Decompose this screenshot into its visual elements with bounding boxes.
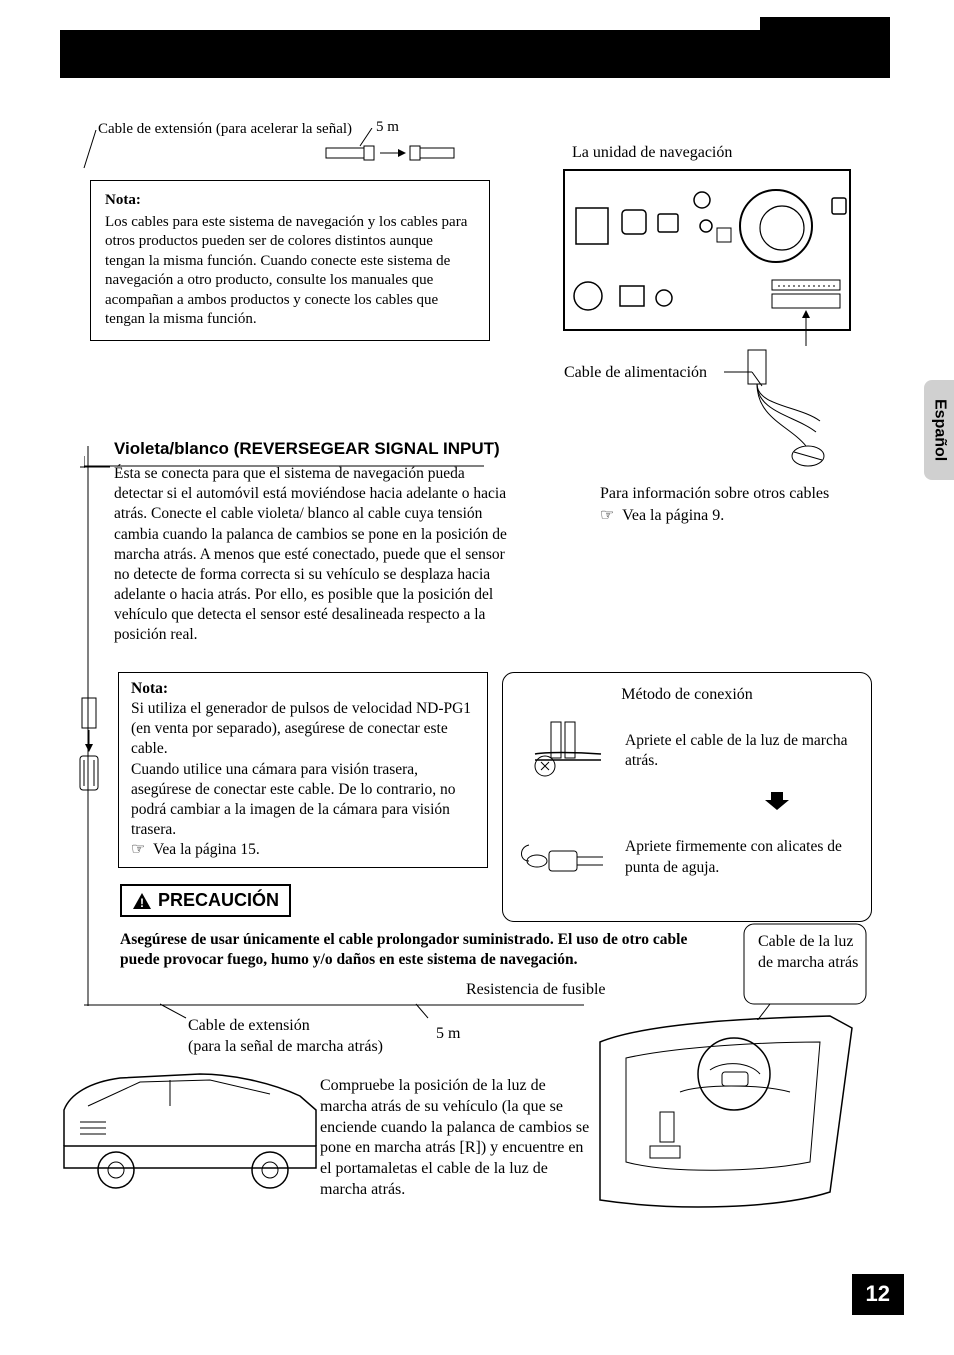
method-step2-diagram <box>515 823 605 893</box>
connector-diagram <box>320 142 460 164</box>
page-number: 12 <box>852 1274 904 1315</box>
guide-line <box>84 1002 584 1008</box>
method-title: Método de conexión <box>515 685 859 706</box>
svg-text:!: ! <box>140 896 144 910</box>
ext-cable-label: Cable de extensión (para acelerar la señ… <box>98 120 352 140</box>
violet-section: Violeta/blanco (REVERSEGEAR SIGNAL INPUT… <box>86 438 516 645</box>
header-accent <box>760 17 890 30</box>
navigation-unit-diagram <box>562 168 852 348</box>
nota2-p1: Si utiliza el generador de pulsos de vel… <box>131 699 475 759</box>
trunk-detail-diagram <box>560 1012 860 1242</box>
nav-unit-label: La unidad de navegación <box>572 143 732 164</box>
nota2-p2: Cuando utilice una cámara para visión tr… <box>131 760 475 841</box>
nota-title: Nota: <box>105 191 475 211</box>
car-diagram <box>60 1052 320 1192</box>
method-step1-text: Apriete el cable de la luz de marcha atr… <box>625 731 859 771</box>
method-step1-diagram <box>515 716 605 786</box>
see-page-9: ☞ Vea la página 9. <box>600 506 724 527</box>
other-cables-label: Para información sobre otros cables <box>600 484 829 505</box>
pointer-icon: ☞ <box>600 507 614 524</box>
check-position-text: Compruebe la posición de la luz de march… <box>320 1076 590 1201</box>
language-tab: Español <box>924 380 954 480</box>
nota-box-2: Nota: Si utiliza el generador de pulsos … <box>118 672 488 868</box>
precaution-label: PRECAUCIÓN <box>158 889 279 912</box>
header-rule <box>84 444 494 468</box>
callout-line <box>82 130 98 170</box>
header-bar <box>60 30 890 78</box>
warning-icon: ! <box>132 892 152 910</box>
see-page-text: Vea la página 15. <box>153 841 260 858</box>
violet-body: Ésta se conecta para que el sistema de n… <box>86 464 516 645</box>
nota-body: Los cables para este sistema de navegaci… <box>105 213 475 330</box>
cable-bundle-diagram <box>740 346 840 486</box>
see-page-text: Vea la página 9. <box>622 507 724 524</box>
nota2-see-page: ☞ Vea la página 15. <box>131 840 475 861</box>
nota2-title: Nota: <box>131 679 475 699</box>
guide-line <box>84 446 94 1006</box>
precaution-heading: ! PRECAUCIÓN <box>120 884 291 917</box>
pointer-icon: ☞ <box>131 841 145 858</box>
nota-box-1: Nota: Los cables para este sistema de na… <box>90 180 490 341</box>
ext-cable-length: 5 m <box>376 118 399 138</box>
precaution-body: Asegúrese de usar únicamente el cable pr… <box>120 930 700 970</box>
power-cable-label: Cable de alimentación <box>564 363 707 384</box>
fuse-label: Resistencia de fusible <box>466 980 606 1001</box>
arrow-down-icon <box>765 790 789 810</box>
method-step2-text: Apriete firmemente con alicates de punta… <box>625 837 859 877</box>
callout-box <box>740 920 870 1020</box>
ext-cable2-length: 5 m <box>436 1024 460 1045</box>
method-box: Método de conexión Apriete el cable de l… <box>502 672 872 922</box>
